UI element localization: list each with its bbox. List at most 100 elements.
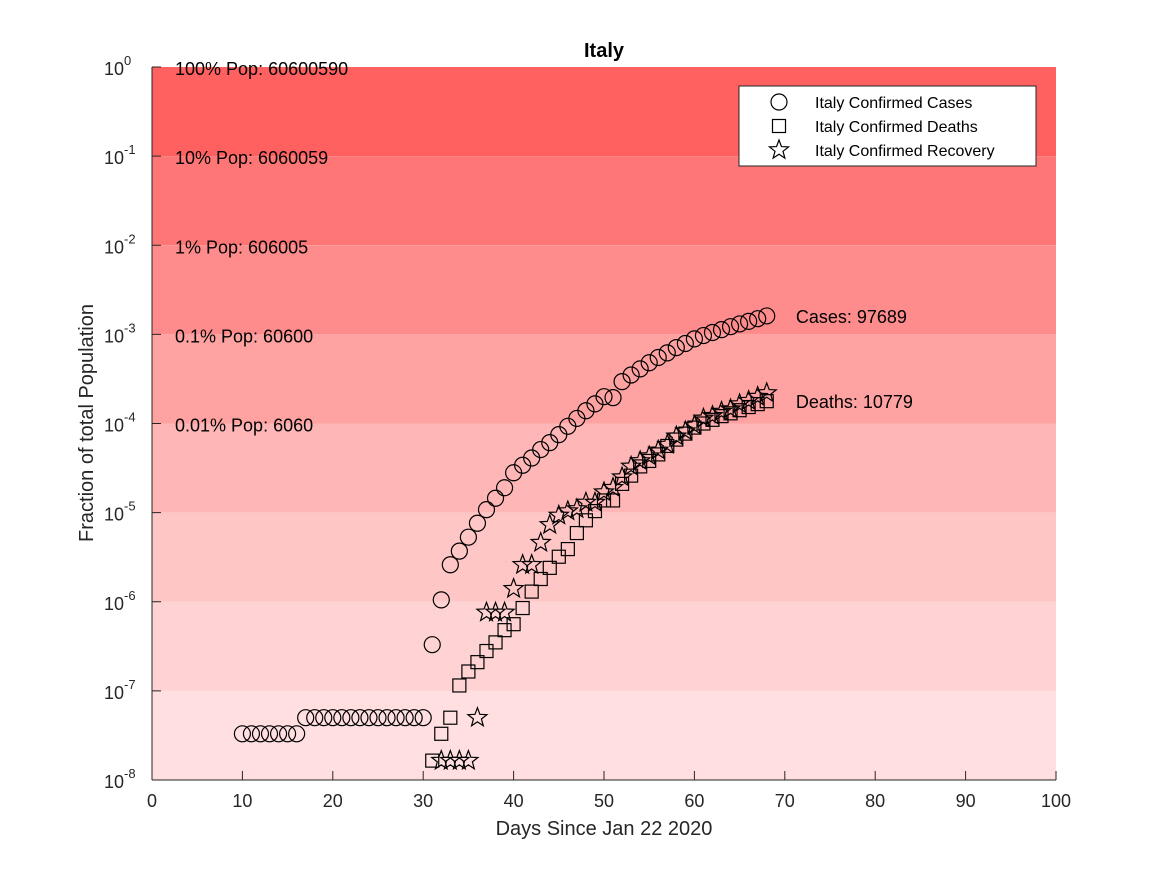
y-tick-exponent: -4	[124, 410, 136, 425]
deaths-point	[452, 678, 467, 693]
cases-point	[667, 339, 685, 357]
y-tick-base: 10	[104, 59, 124, 79]
y-tick-label: 10-2	[104, 231, 136, 257]
series-circle	[233, 307, 776, 743]
recovery-point	[493, 600, 516, 622]
cases-point	[297, 709, 315, 727]
recovery-point	[592, 480, 616, 502]
recovery-point	[638, 444, 661, 466]
recovery-point	[692, 406, 715, 428]
deaths-point	[479, 643, 494, 659]
cases-point	[586, 395, 604, 413]
deaths-point	[533, 571, 548, 587]
deaths-point	[434, 726, 449, 741]
cases-point	[233, 725, 251, 743]
recovery-point	[439, 748, 462, 771]
deaths-point	[569, 525, 584, 541]
axes: 0 10 20 30 40 50 60 70 80 90 10010010-110-210-310-…	[104, 53, 1071, 811]
cases-point	[306, 709, 324, 727]
y-tick-exponent: -1	[124, 142, 136, 157]
recovery-point	[683, 413, 706, 435]
cases-point	[459, 528, 477, 546]
deaths-point	[542, 560, 557, 575]
cases-point	[658, 344, 676, 362]
y-tick-base: 10	[104, 772, 124, 792]
deaths-point	[425, 753, 440, 768]
series-star	[430, 381, 778, 771]
recovery-point	[574, 490, 598, 512]
y-tick-exponent: 0	[124, 53, 131, 68]
recovery-point	[529, 530, 552, 553]
cases-point	[324, 709, 342, 727]
recovery-point	[583, 490, 607, 512]
recovery-point	[674, 419, 697, 441]
recovery-point	[430, 748, 453, 771]
x-tick-label: 100	[1041, 791, 1071, 811]
y-tick-base: 10	[104, 683, 124, 703]
y-tick-label: 10-7	[104, 677, 136, 703]
cases-point	[369, 709, 387, 727]
deaths-point	[732, 403, 747, 418]
deaths-point	[470, 655, 485, 670]
population-band-label: 1% Pop: 606005	[175, 237, 308, 257]
recovery-point	[746, 384, 769, 407]
population-band-label: 0.1% Pop: 60600	[175, 326, 313, 346]
recovery-point	[475, 600, 498, 622]
recovery-point	[556, 499, 579, 521]
deaths-point	[624, 468, 639, 483]
cases-point	[260, 725, 279, 743]
x-tick-label: 70	[775, 791, 795, 811]
cases-point	[351, 709, 369, 727]
cases-point	[405, 709, 423, 727]
deaths-point	[651, 447, 666, 462]
cases-point	[288, 725, 306, 743]
x-tick-label: 40	[504, 791, 524, 811]
chart-title: Italy	[584, 40, 625, 62]
cases-point	[749, 310, 767, 328]
y-tick-label: 10-8	[104, 766, 136, 792]
cases-point	[468, 514, 487, 532]
legend-entry: Italy Confirmed Cases	[815, 95, 972, 112]
cases-point	[279, 725, 297, 743]
y-tick-label: 100	[104, 53, 131, 79]
deaths-point	[443, 710, 458, 725]
recovery-point	[538, 513, 561, 535]
deaths-point	[723, 406, 738, 421]
recovery-point	[619, 454, 643, 476]
cases-point	[269, 725, 288, 743]
recovery-point	[484, 600, 507, 622]
cases-point	[758, 307, 776, 325]
y-tick-base: 10	[104, 594, 124, 614]
cases-point	[423, 636, 441, 654]
y-tick-exponent: -7	[124, 677, 136, 692]
cases-point	[577, 402, 595, 420]
legend-marker	[771, 118, 787, 134]
recovery-point	[647, 438, 670, 460]
cases-point	[676, 334, 694, 353]
y-tick-exponent: -8	[124, 766, 136, 781]
cases-point	[251, 725, 270, 743]
deaths-point	[524, 584, 539, 599]
recovery-point	[755, 381, 778, 403]
cases-point	[694, 326, 713, 345]
x-tick-label: 50	[594, 791, 614, 811]
data-marks	[233, 307, 778, 771]
deaths-point	[488, 635, 503, 650]
deaths-point	[506, 617, 521, 632]
recovery-point	[728, 392, 751, 414]
cases-point	[613, 373, 631, 391]
y-tick-base: 10	[104, 326, 124, 346]
recovery-point	[710, 399, 733, 422]
cases-point	[532, 440, 550, 459]
cases-point	[640, 354, 658, 372]
cases-point	[378, 709, 396, 727]
deaths-point	[461, 664, 476, 679]
cases-point	[712, 321, 731, 339]
cases-point	[495, 479, 514, 497]
cases-point	[333, 709, 351, 727]
x-tick-label: 90	[956, 791, 976, 811]
cases-point	[315, 709, 333, 727]
y-tick-exponent: -5	[124, 499, 136, 514]
end-labels: Cases: 97689 Deaths: 10779	[796, 307, 913, 412]
